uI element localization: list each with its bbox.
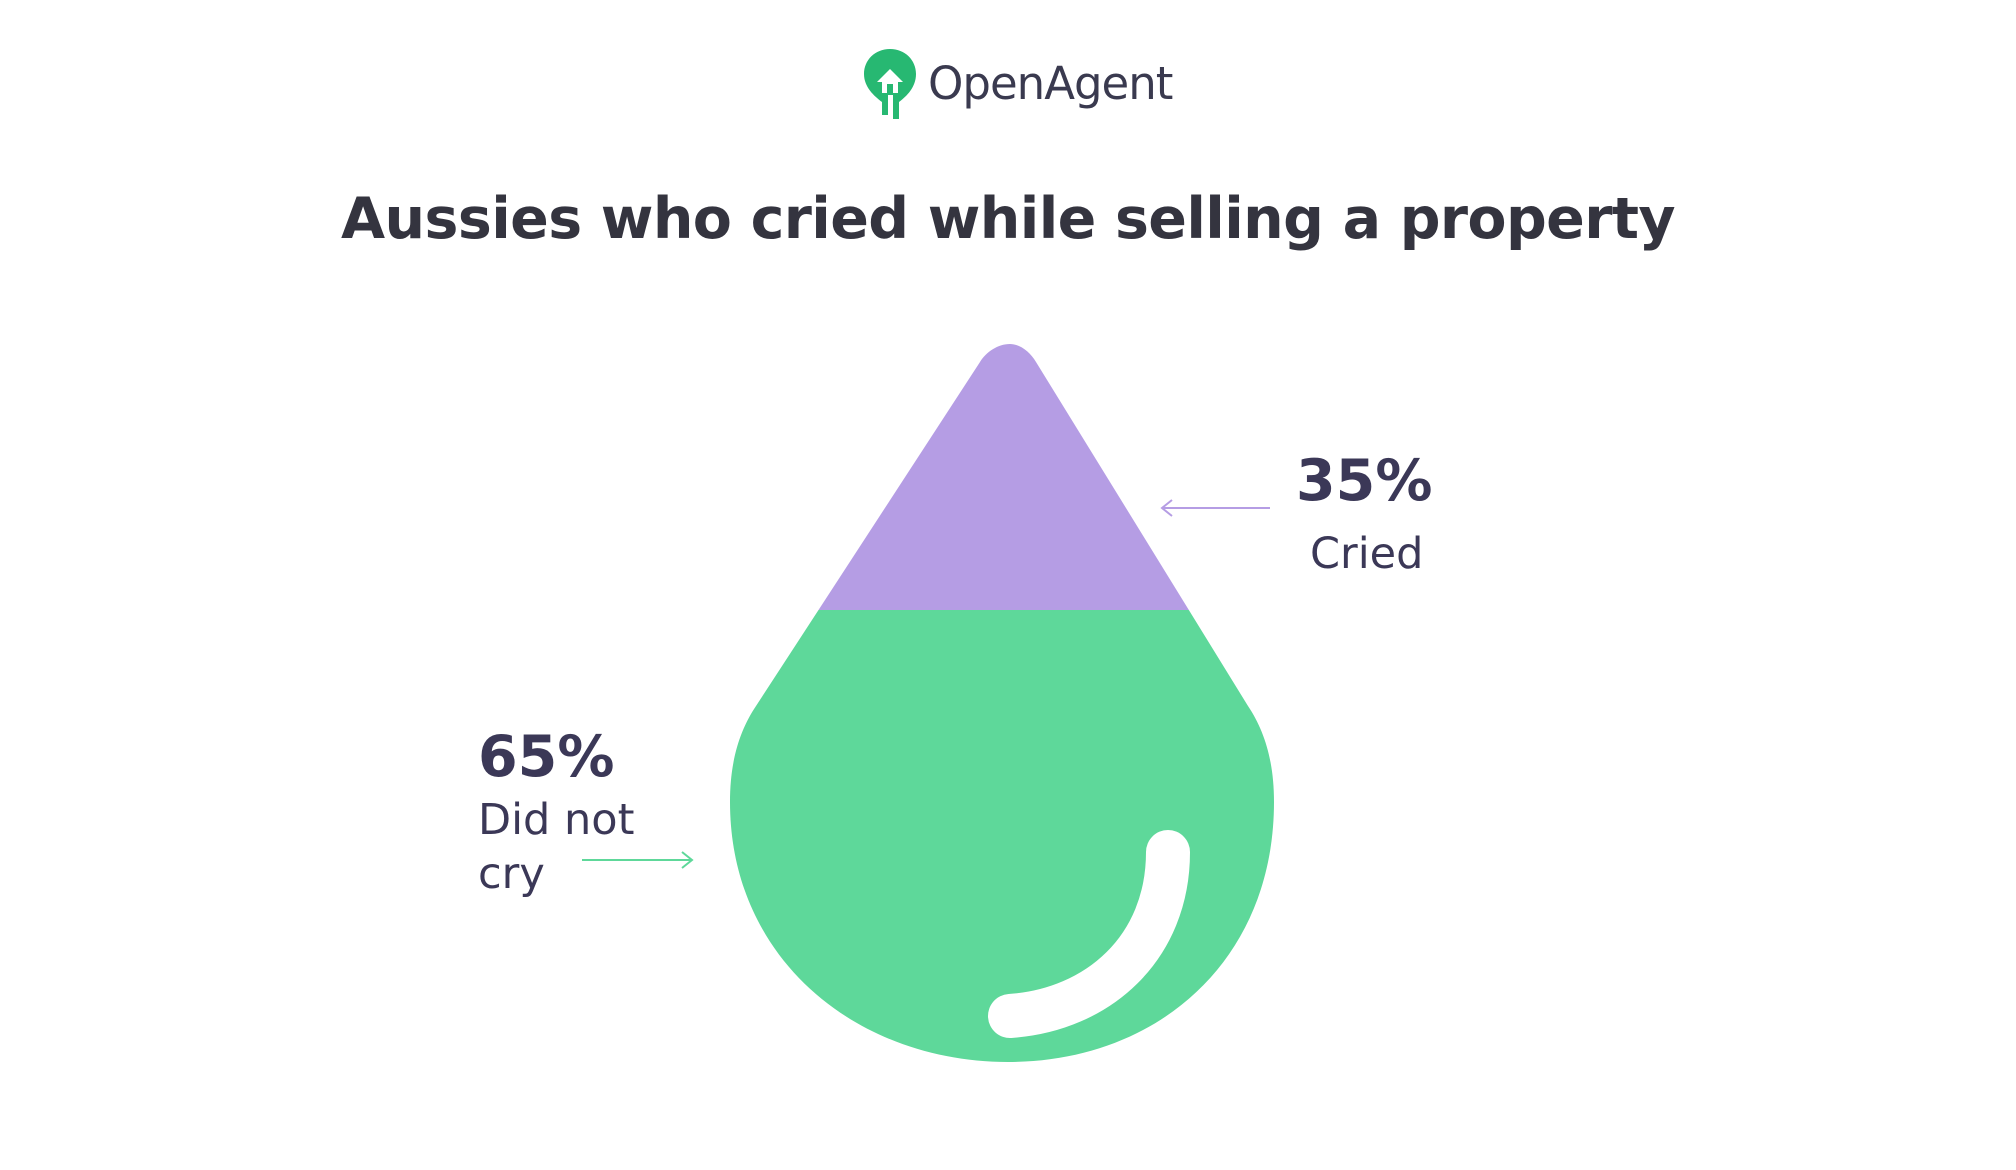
did-not-cry-value-label: 65% (478, 724, 614, 790)
did-not-cry-label-line2: cry (478, 849, 545, 899)
did-not-cry-annotation: 65% Did not cry (478, 724, 694, 899)
house-pin-icon (864, 49, 916, 119)
cried-label: Cried (1310, 529, 1423, 579)
openagent-logo: OpenAgent (862, 46, 1173, 120)
cried-slice (730, 344, 1274, 610)
cried-annotation: 35% Cried (1160, 448, 1432, 579)
chart-title: Aussies who cried while selling a proper… (341, 186, 1676, 252)
did-not-cry-slice (730, 610, 1274, 1062)
brand-name: OpenAgent (928, 56, 1173, 110)
did-not-cry-label-line1: Did not (478, 795, 634, 845)
cried-value-label: 35% (1296, 448, 1432, 514)
cried-arrow-head (1160, 499, 1173, 517)
did-not-cry-arrow-head (681, 851, 694, 869)
drop-highlight (988, 830, 1190, 1038)
